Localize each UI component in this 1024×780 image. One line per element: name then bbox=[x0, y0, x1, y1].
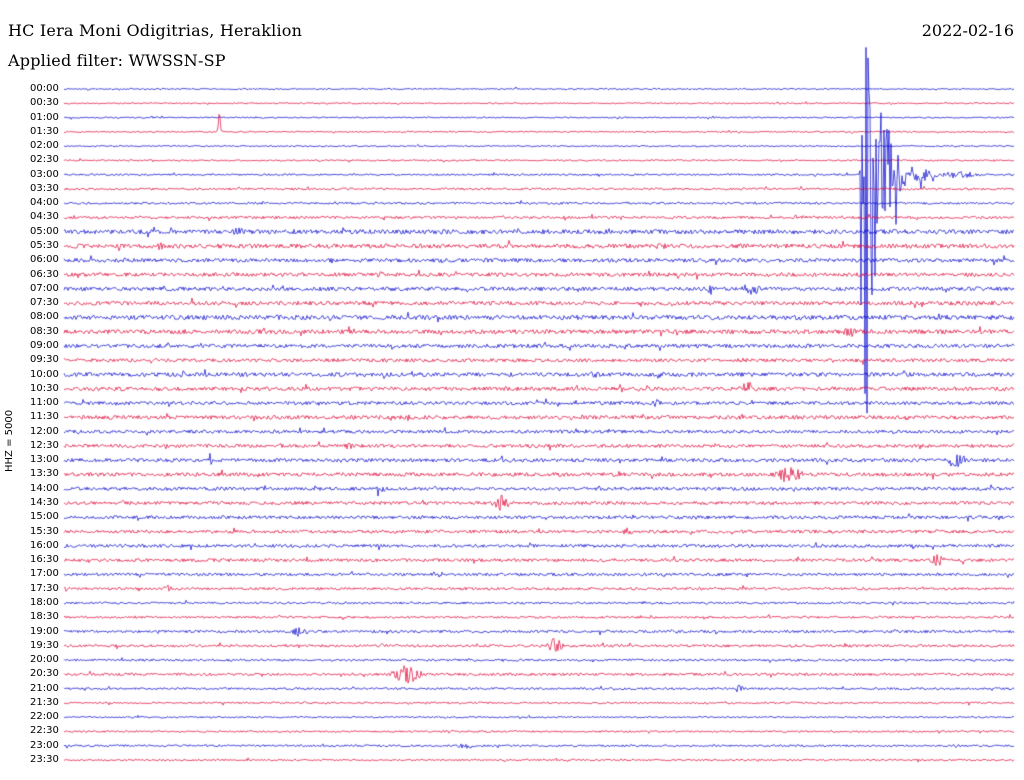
time-label: 09:30 bbox=[30, 354, 59, 366]
time-label: 08:00 bbox=[30, 311, 59, 323]
time-label: 09:00 bbox=[30, 339, 59, 351]
time-label: 19:00 bbox=[30, 625, 59, 637]
time-label: 17:30 bbox=[30, 582, 59, 594]
time-label: 15:00 bbox=[30, 511, 59, 523]
time-label: 23:00 bbox=[30, 739, 59, 751]
time-label: 02:00 bbox=[30, 140, 59, 152]
time-label: 03:30 bbox=[30, 182, 59, 194]
time-label: 12:30 bbox=[30, 439, 59, 451]
time-label: 23:30 bbox=[30, 754, 59, 766]
time-label: 00:30 bbox=[30, 97, 59, 109]
time-label-column: 00:00 00:30 01:00 01:30 02:00 02:30 03:00 03:30… bbox=[30, 0, 64, 780]
time-label: 13:00 bbox=[30, 454, 59, 466]
time-label: 03:00 bbox=[30, 168, 59, 180]
time-label: 16:00 bbox=[30, 539, 59, 551]
filter-label: Applied filter: WWSSN-SP bbox=[8, 51, 226, 70]
time-label: 05:00 bbox=[30, 225, 59, 237]
time-label: 12:00 bbox=[30, 425, 59, 437]
time-label: 19:30 bbox=[30, 639, 59, 651]
time-label: 01:30 bbox=[30, 125, 59, 137]
time-label: 10:00 bbox=[30, 368, 59, 380]
time-label: 21:30 bbox=[30, 696, 59, 708]
time-label: 11:30 bbox=[30, 411, 59, 423]
channel-scale-label: HHZ = 5000 bbox=[4, 409, 15, 472]
time-label: 22:00 bbox=[30, 711, 59, 723]
time-label: 14:30 bbox=[30, 497, 59, 509]
time-label: 07:30 bbox=[30, 297, 59, 309]
time-label: 08:30 bbox=[30, 325, 59, 337]
time-label: 22:30 bbox=[30, 725, 59, 737]
time-label: 07:00 bbox=[30, 282, 59, 294]
time-label: 18:30 bbox=[30, 611, 59, 623]
time-label: 16:30 bbox=[30, 554, 59, 566]
time-label: 18:00 bbox=[30, 596, 59, 608]
time-label: 11:00 bbox=[30, 397, 59, 409]
time-label: 14:00 bbox=[30, 482, 59, 494]
time-label: 01:00 bbox=[30, 111, 59, 123]
time-label: 20:30 bbox=[30, 668, 59, 680]
time-label: 05:30 bbox=[30, 240, 59, 252]
time-label: 13:30 bbox=[30, 468, 59, 480]
time-label: 10:30 bbox=[30, 382, 59, 394]
time-label: 06:00 bbox=[30, 254, 59, 266]
time-label: 20:00 bbox=[30, 654, 59, 666]
time-label: 04:30 bbox=[30, 211, 59, 223]
plot-date: 2022-02-16 bbox=[921, 21, 1014, 40]
time-label: 21:00 bbox=[30, 682, 59, 694]
time-label: 15:30 bbox=[30, 525, 59, 537]
station-title: HC Iera Moni Odigitrias, Heraklion bbox=[8, 21, 303, 40]
time-label: 02:30 bbox=[30, 154, 59, 166]
time-label: 00:00 bbox=[30, 83, 59, 94]
time-label: 06:30 bbox=[30, 268, 59, 280]
time-label: 17:00 bbox=[30, 568, 59, 580]
time-label: 04:00 bbox=[30, 197, 59, 209]
